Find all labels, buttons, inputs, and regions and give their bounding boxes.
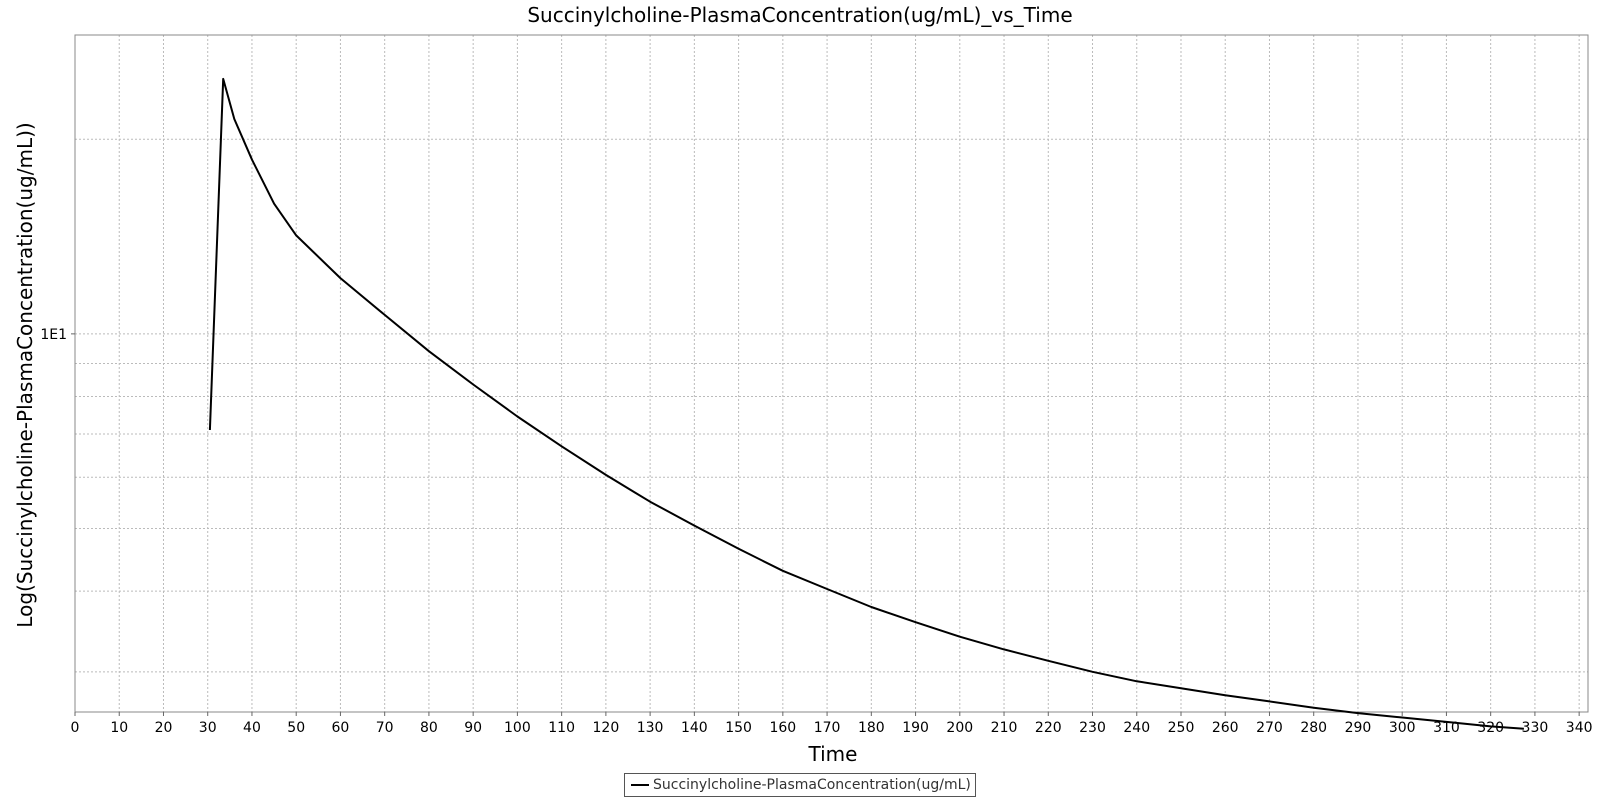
x-tick-label: 210 (991, 720, 1018, 736)
x-tick-label: 110 (548, 720, 575, 736)
x-tick-label: 320 (1477, 720, 1504, 736)
x-tick-label: 230 (1079, 720, 1106, 736)
x-tick-label: 270 (1256, 720, 1283, 736)
series-line (208, 77, 1524, 730)
x-tick-label: 70 (376, 720, 394, 736)
x-tick-label: 160 (769, 720, 796, 736)
x-tick-label: 10 (110, 720, 128, 736)
grid (74, 35, 1588, 712)
plot-area-border (74, 34, 1589, 713)
x-tick-label: 200 (946, 720, 973, 736)
x-tick-label: 250 (1168, 720, 1195, 736)
x-tick-label: 120 (593, 720, 620, 736)
x-tick-label: 310 (1433, 720, 1460, 736)
series-layer (208, 77, 1524, 730)
x-tick-label: 260 (1212, 720, 1239, 736)
x-tick-label: 50 (287, 720, 305, 736)
x-tick-label: 40 (243, 720, 261, 736)
legend-swatch (631, 784, 649, 786)
x-tick-label: 150 (725, 720, 752, 736)
x-tick-label: 330 (1522, 720, 1549, 736)
chart-title: Succinylcholine-PlasmaConcentration(ug/m… (527, 3, 1072, 27)
legend: Succinylcholine-PlasmaConcentration(ug/m… (624, 773, 976, 797)
legend-label: Succinylcholine-PlasmaConcentration(ug/m… (653, 777, 971, 793)
y-axis-label: Log(Succinylcholine-PlasmaConcentration(… (13, 122, 37, 627)
x-axis-label: Time (808, 742, 858, 766)
x-tick-label: 80 (420, 720, 438, 736)
x-tick-label: 290 (1345, 720, 1372, 736)
x-tick-label: 340 (1566, 720, 1593, 736)
x-tick-label: 220 (1035, 720, 1062, 736)
x-tick-label: 60 (332, 720, 350, 736)
axis-ticks: 0 10 20 30 40 50 60 70 80 90 100 110 120 130 140 150 160… (40, 327, 1592, 736)
y-tick-label: 1E1 (40, 327, 67, 343)
x-tick-label: 190 (902, 720, 929, 736)
x-tick-label: 300 (1389, 720, 1416, 736)
x-tick-label: 170 (814, 720, 841, 736)
x-tick-label: 0 (71, 720, 80, 736)
x-tick-label: 90 (464, 720, 482, 736)
x-tick-label: 100 (504, 720, 531, 736)
x-tick-label: 30 (199, 720, 217, 736)
x-tick-label: 140 (681, 720, 708, 736)
x-tick-label: 240 (1123, 720, 1150, 736)
x-tick-label: 130 (637, 720, 664, 736)
x-tick-label: 20 (155, 720, 173, 736)
x-tick-label: 180 (858, 720, 885, 736)
x-tick-label: 280 (1300, 720, 1327, 736)
